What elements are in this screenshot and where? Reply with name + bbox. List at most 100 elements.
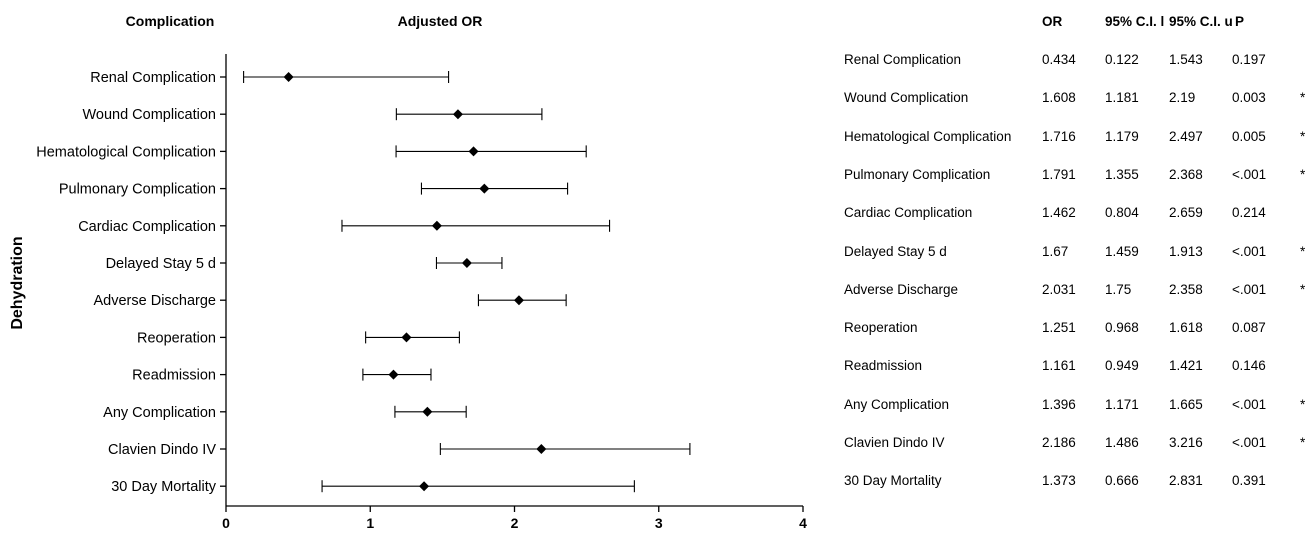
complication-cell: Hematological Complication bbox=[844, 128, 1012, 144]
or-cell: 1.67 bbox=[1042, 243, 1069, 259]
p-cell: 0.005 bbox=[1232, 128, 1266, 144]
p-cell: 0.087 bbox=[1232, 320, 1266, 336]
complication-cell: Wound Complication bbox=[844, 90, 969, 106]
or-point bbox=[431, 220, 442, 231]
complication-cell: Pulmonary Complication bbox=[844, 166, 991, 182]
row-label: Adverse Discharge bbox=[94, 293, 217, 309]
ci-low-cell: 1.75 bbox=[1105, 281, 1132, 297]
ci-low-column-header: 95% C.I. l bbox=[1105, 14, 1165, 29]
row-label: 30 Day Mortality bbox=[111, 479, 217, 495]
table-row: Readmission 1.161 0.949 1.421 0.146 bbox=[844, 358, 1307, 378]
ci-low-cell: 1.486 bbox=[1105, 435, 1139, 450]
or-cell: 1.462 bbox=[1042, 205, 1076, 221]
or-point bbox=[513, 295, 524, 306]
or-cell: 2.031 bbox=[1042, 281, 1076, 297]
adjusted-or-header: Adjusted OR bbox=[398, 13, 483, 29]
table-row: Renal Complication 0.434 0.122 1.543 0.197 bbox=[844, 52, 1307, 72]
row-label: Cardiac Complication bbox=[78, 219, 216, 235]
table-row: Reoperation 1.251 0.968 1.618 0.087 bbox=[844, 320, 1307, 340]
p-cell: <.001 bbox=[1232, 166, 1267, 182]
results-table: OR 95% C.I. l 95% C.I. u P Renal Complic… bbox=[844, 0, 1307, 533]
ci-high-cell: 2.368 bbox=[1169, 166, 1203, 182]
table-row: Adverse Discharge 2.031 1.75 2.358 <.001 * bbox=[844, 282, 1307, 302]
ci-low-cell: 0.949 bbox=[1105, 358, 1139, 374]
or-cell: 2.186 bbox=[1042, 435, 1076, 450]
p-cell: <.001 bbox=[1232, 396, 1267, 412]
or-cell: 1.373 bbox=[1042, 473, 1076, 489]
table-row: Cardiac Complication 1.462 0.804 2.659 0.214 bbox=[844, 205, 1307, 225]
row-label: Any Complication bbox=[103, 405, 216, 421]
complication-header: Complication bbox=[126, 13, 215, 29]
or-point bbox=[479, 183, 490, 194]
row-label: Wound Complication bbox=[82, 107, 216, 123]
or-point bbox=[452, 109, 463, 120]
ci-low-cell: 1.355 bbox=[1105, 166, 1139, 182]
forest-plot: Complication Adjusted OR Dehydration 0 1 2… bbox=[9, 13, 807, 531]
table-row: Hematological Complication 1.716 1.179 2.49… bbox=[844, 129, 1307, 149]
or-point bbox=[422, 406, 433, 417]
or-point bbox=[283, 72, 294, 82]
significance-cell: * bbox=[1300, 166, 1306, 182]
ci-high-cell: 2.831 bbox=[1169, 473, 1203, 489]
row-label: Pulmonary Complication bbox=[59, 182, 216, 198]
p-cell: <.001 bbox=[1232, 435, 1267, 450]
or-cell: 0.434 bbox=[1042, 52, 1076, 67]
complication-cell: Renal Complication bbox=[844, 52, 962, 67]
ci-low-cell: 1.171 bbox=[1105, 396, 1139, 412]
significance-cell: * bbox=[1300, 396, 1306, 412]
or-cell: 1.716 bbox=[1042, 128, 1076, 144]
or-cell: 1.396 bbox=[1042, 396, 1076, 412]
p-cell: 0.197 bbox=[1232, 52, 1266, 67]
significance-cell: * bbox=[1300, 435, 1306, 450]
x-tick-label: 1 bbox=[366, 515, 374, 531]
ci-high-cell: 1.618 bbox=[1169, 320, 1203, 336]
p-cell: 0.214 bbox=[1232, 205, 1266, 221]
or-cell: 1.161 bbox=[1042, 358, 1076, 374]
or-cell: 1.608 bbox=[1042, 90, 1076, 106]
ci-high-cell: 2.19 bbox=[1169, 90, 1196, 106]
row-label: Reoperation bbox=[137, 330, 216, 346]
ci-high-cell: 1.665 bbox=[1169, 396, 1203, 412]
table-row: 30 Day Mortality 1.373 0.666 2.831 0.391 bbox=[844, 473, 1307, 493]
ci-high-column-header: 95% C.I. u bbox=[1169, 14, 1233, 29]
ci-low-cell: 1.181 bbox=[1105, 90, 1139, 106]
ci-low-cell: 1.179 bbox=[1105, 128, 1139, 144]
table-row: Delayed Stay 5 d 1.67 1.459 1.913 <.001 * bbox=[844, 244, 1307, 264]
p-cell: 0.391 bbox=[1232, 473, 1266, 489]
table-row: Clavien Dindo IV 2.186 1.486 3.216 <.001 * bbox=[844, 435, 1307, 455]
ci-high-cell: 1.421 bbox=[1169, 358, 1203, 374]
x-tick-label: 0 bbox=[222, 515, 230, 531]
p-cell: 0.003 bbox=[1232, 90, 1266, 106]
p-cell: <.001 bbox=[1232, 281, 1267, 297]
p-column-header: P bbox=[1235, 14, 1245, 29]
complication-cell: 30 Day Mortality bbox=[844, 473, 942, 489]
row-label: Clavien Dindo IV bbox=[108, 442, 216, 458]
p-cell: <.001 bbox=[1232, 243, 1267, 259]
or-point bbox=[388, 369, 399, 380]
ci-high-cell: 3.216 bbox=[1169, 435, 1203, 450]
x-tick-label: 3 bbox=[655, 515, 663, 531]
ci-high-cell: 1.913 bbox=[1169, 243, 1203, 259]
x-tick-label: 4 bbox=[799, 515, 807, 531]
table-row: Any Complication 1.396 1.171 1.665 <.001 * bbox=[844, 397, 1307, 417]
y-axis-label: Dehydration bbox=[9, 236, 26, 329]
ci-low-cell: 0.122 bbox=[1105, 52, 1139, 67]
or-cell: 1.251 bbox=[1042, 320, 1076, 336]
row-label: Hematological Complication bbox=[36, 144, 216, 160]
or-cell: 1.791 bbox=[1042, 166, 1076, 182]
complication-cell: Reoperation bbox=[844, 320, 918, 336]
row-label: Readmission bbox=[132, 368, 216, 384]
significance-cell: * bbox=[1300, 281, 1306, 297]
complication-cell: Readmission bbox=[844, 358, 923, 374]
ci-high-cell: 2.358 bbox=[1169, 281, 1203, 297]
ci-high-cell: 2.497 bbox=[1169, 128, 1203, 144]
table-row: Wound Complication 1.608 1.181 2.19 0.003 * bbox=[844, 90, 1307, 110]
plot-marks: 0 1 2 3 4 Renal Complication Wound Complicatio… bbox=[36, 54, 807, 531]
complication-cell: Adverse Discharge bbox=[844, 281, 959, 297]
ci-low-cell: 1.459 bbox=[1105, 243, 1139, 259]
ci-low-cell: 0.666 bbox=[1105, 473, 1139, 489]
or-point bbox=[536, 444, 547, 454]
ci-high-cell: 1.543 bbox=[1169, 52, 1203, 67]
significance-cell: * bbox=[1300, 90, 1306, 106]
